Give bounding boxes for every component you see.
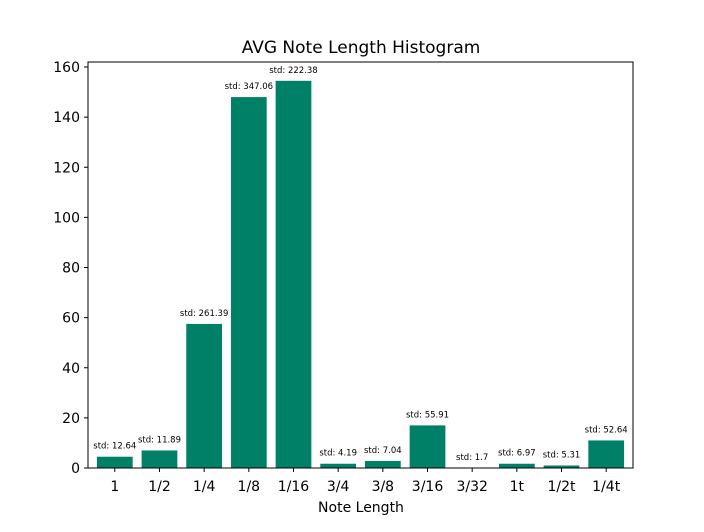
y-tick-label: 100 (53, 210, 80, 226)
bar-3/8 (364, 460, 401, 468)
data-label: std: 5.31 (543, 450, 581, 460)
data-label: std: 1.7 (456, 453, 488, 463)
x-tick-label: 1/2t (548, 479, 577, 495)
x-tick-label: 1 (110, 479, 119, 495)
x-tick-label: 1/8 (238, 479, 261, 495)
chart-title: AVG Note Length Histogram (242, 38, 481, 58)
x-tick-label: 3/4 (327, 479, 350, 495)
y-tick-label: 20 (62, 411, 80, 427)
data-label: std: 261.39 (180, 309, 228, 319)
data-label: std: 52.64 (585, 425, 628, 435)
y-tick-label: 80 (62, 261, 80, 277)
y-tick-label: 120 (53, 160, 80, 176)
data-label: std: 4.19 (319, 449, 357, 459)
axes-layer: 0 20 40 60 80 100 120 140 160 1 1/2 1/4 1/8 1/16 3/4 3/… (53, 60, 634, 495)
data-label: std: 6.97 (498, 449, 536, 459)
x-axis-label: Note Length (318, 500, 404, 516)
bar-1/4 (186, 323, 223, 468)
y-tick-label: 160 (53, 60, 80, 76)
bar-1t (498, 463, 535, 468)
data-label: std: 11.89 (138, 435, 181, 445)
y-tick-label: 40 (62, 361, 80, 377)
x-tick-label: 3/32 (456, 479, 487, 495)
plot-frame (87, 61, 634, 469)
bar-3/4 (320, 463, 357, 468)
bar-1/2 (141, 450, 178, 468)
y-tick-label: 140 (53, 110, 80, 126)
y-tick-label: 0 (71, 461, 80, 477)
x-tick-label: 1/16 (278, 479, 310, 495)
x-tick-label: 1/2 (148, 479, 171, 495)
bars-layer (96, 80, 625, 469)
x-tick-label: 1/4 (193, 479, 216, 495)
y-tick-label: 60 (62, 311, 80, 327)
data-label: std: 55.91 (406, 410, 449, 420)
data-label: std: 222.38 (269, 66, 317, 76)
x-tick-label: 3/8 (372, 479, 395, 495)
data-label: std: 347.06 (225, 82, 273, 92)
bar-1/4t (588, 440, 625, 468)
bar-1/2t (543, 465, 580, 468)
bar-3/16 (409, 425, 446, 468)
x-tick-label: 3/16 (412, 479, 444, 495)
data-label: std: 7.04 (364, 446, 402, 456)
x-tick-label: 1/4t (592, 479, 621, 495)
data-label: std: 12.64 (93, 442, 136, 452)
bar-1 (96, 456, 133, 468)
bar-1/16 (275, 80, 312, 469)
x-tick-label: 1t (510, 479, 525, 495)
bar-1/8 (230, 97, 267, 468)
